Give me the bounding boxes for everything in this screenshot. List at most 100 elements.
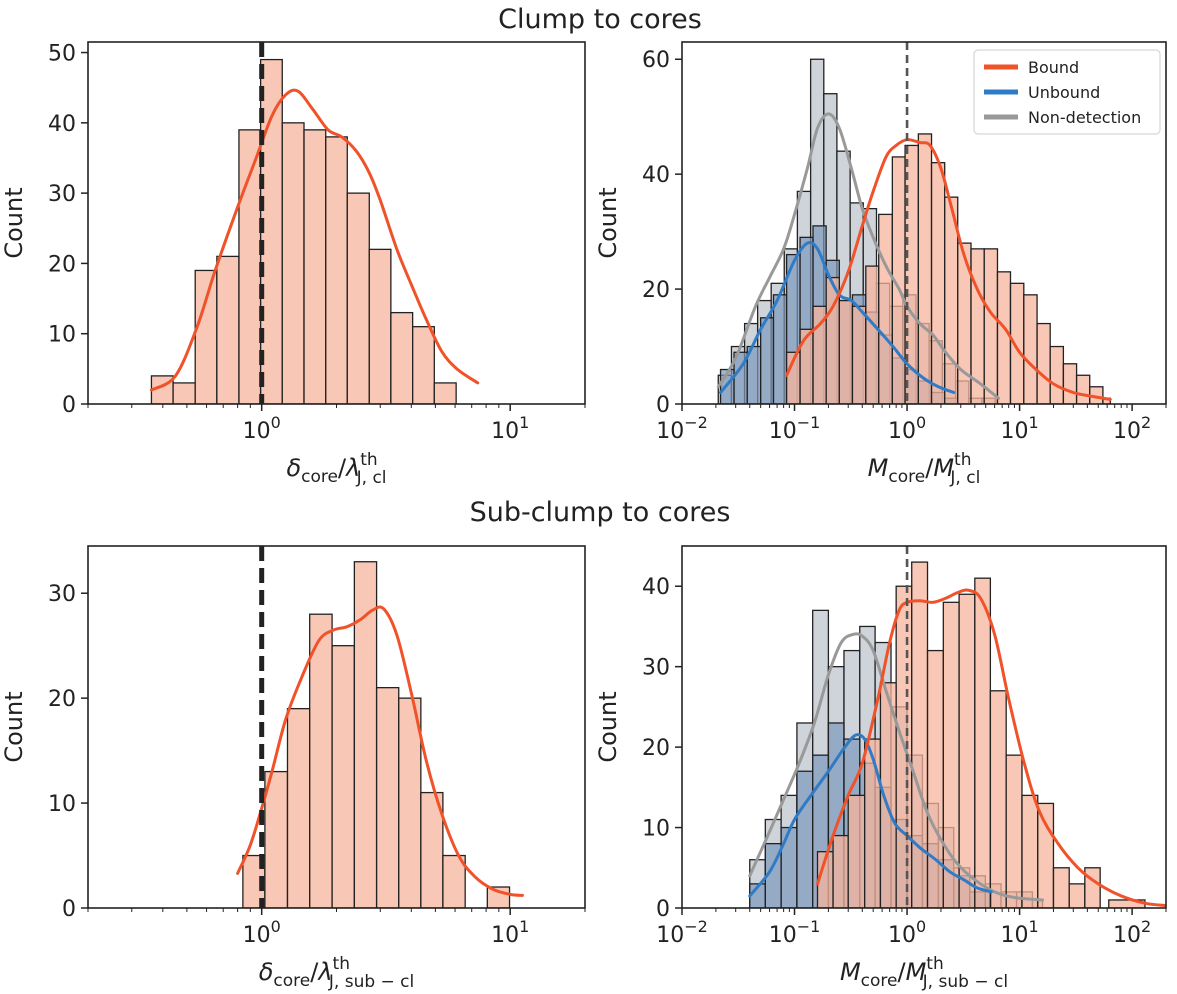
bar-bound bbox=[172, 382, 196, 404]
bar-bound bbox=[375, 687, 400, 908]
y-axis-label: Count bbox=[594, 691, 622, 762]
x-label-symbol2: M bbox=[906, 958, 927, 986]
x-tick-label: 100 bbox=[243, 917, 281, 948]
axes-frame bbox=[681, 41, 1167, 405]
y-tick-label: 0 bbox=[656, 393, 670, 418]
bar-bound bbox=[926, 649, 944, 908]
kde-line-bound bbox=[149, 88, 480, 392]
x-label-sep: / bbox=[310, 958, 319, 986]
y-tick-label: 60 bbox=[642, 48, 670, 73]
x-tick-label: 102 bbox=[1113, 413, 1151, 444]
bar-bound bbox=[368, 248, 392, 404]
y-tick-label: 20 bbox=[48, 687, 76, 712]
bar-bound bbox=[216, 255, 240, 404]
x-tick-exponent: 0 bbox=[916, 413, 926, 432]
bar-bound bbox=[865, 265, 880, 404]
y-tick-label: 20 bbox=[642, 278, 670, 303]
x-axis-label: δcore/λth J, sub − cl bbox=[259, 954, 415, 992]
bar-unbound bbox=[796, 770, 814, 908]
x-tick-exponent: 0 bbox=[271, 917, 281, 936]
bar-bound bbox=[194, 269, 218, 404]
x-tick-label: 100 bbox=[243, 413, 281, 444]
bar-bound bbox=[1049, 345, 1065, 404]
x-tick-label: 100 bbox=[888, 413, 926, 444]
suptitle-bottom: Sub-clump to cores bbox=[470, 497, 731, 528]
y-axis-label: Count bbox=[0, 691, 28, 762]
x-label-sep: / bbox=[897, 958, 906, 986]
y-tick-label: 0 bbox=[62, 897, 76, 922]
x-tick-mantissa: 10 bbox=[1000, 419, 1028, 444]
x-tick-exponent: 0 bbox=[916, 917, 926, 936]
x-tick-mantissa: 10 bbox=[656, 419, 684, 444]
plot-area bbox=[748, 561, 1166, 908]
x-label-symbol: M bbox=[868, 454, 889, 482]
kde-line-bound bbox=[816, 588, 1166, 908]
suptitle-top: Clump to cores bbox=[498, 4, 702, 35]
bar-unbound bbox=[772, 294, 788, 404]
x-label-sep: / bbox=[925, 454, 934, 482]
bar-bound bbox=[851, 305, 867, 404]
kde-line-non-detection bbox=[748, 632, 1045, 902]
x-label-sup: th bbox=[954, 450, 971, 470]
bar-bound bbox=[1084, 867, 1101, 908]
y-tick-label: 10 bbox=[642, 817, 670, 842]
legend: Bound Unbound Non-detection bbox=[973, 49, 1161, 135]
bar-bound bbox=[989, 690, 1007, 908]
x-label-sep: / bbox=[338, 454, 347, 482]
x-tick-mantissa: 10 bbox=[888, 923, 916, 948]
bar-bound bbox=[442, 854, 466, 908]
x-tick-mantissa: 10 bbox=[491, 923, 519, 948]
x-tick-mantissa: 10 bbox=[1000, 923, 1028, 948]
kde-line-non-detection bbox=[716, 112, 1001, 400]
bar-bound bbox=[264, 770, 289, 908]
y-tick-label: 20 bbox=[642, 736, 670, 761]
bar-bound bbox=[847, 794, 866, 908]
x-tick-exponent: −1 bbox=[797, 917, 821, 936]
bar-bound bbox=[1005, 754, 1023, 908]
y-tick-label: 40 bbox=[48, 112, 76, 137]
x-tick-label: 101 bbox=[491, 917, 529, 948]
x-tick-exponent: 1 bbox=[1028, 917, 1038, 936]
bar-bound bbox=[930, 162, 946, 404]
bar-unbound bbox=[780, 826, 798, 908]
x-label-sub2: J, cl bbox=[356, 468, 387, 488]
bar-bound bbox=[331, 645, 356, 908]
bar-bound bbox=[390, 311, 414, 404]
legend-label-non-detection: Non-detection bbox=[1028, 108, 1141, 127]
x-tick-label: 10−1 bbox=[769, 413, 821, 444]
y-axis-label: Count bbox=[594, 187, 622, 258]
bar-bound bbox=[838, 299, 854, 404]
x-label-sub: core bbox=[861, 971, 898, 991]
bar-bound bbox=[1023, 294, 1038, 404]
x-tick-label: 10−1 bbox=[769, 917, 821, 948]
x-tick-exponent: −1 bbox=[797, 413, 821, 432]
bar-unbound bbox=[760, 317, 775, 404]
bar-bound bbox=[864, 738, 882, 908]
plot-area bbox=[149, 58, 480, 404]
bar-bound bbox=[420, 791, 444, 908]
bar-bound bbox=[917, 133, 933, 404]
x-label-sub: core bbox=[301, 467, 338, 487]
bar-bound bbox=[832, 834, 849, 908]
bar-bound bbox=[325, 136, 348, 404]
bar-bound bbox=[309, 613, 333, 908]
x-label-symbol2: λ bbox=[316, 958, 332, 986]
y-tick-label: 0 bbox=[656, 897, 670, 922]
bar-bound bbox=[1037, 802, 1055, 908]
kde-line-bound bbox=[236, 605, 524, 897]
x-label-symbol: δ bbox=[259, 958, 274, 986]
x-tick-mantissa: 10 bbox=[491, 419, 519, 444]
series-bound-bars bbox=[242, 561, 511, 908]
bar-bound bbox=[974, 577, 992, 908]
x-axis-label: δcore/λth J, cl bbox=[286, 450, 386, 488]
bar-bound bbox=[411, 326, 435, 404]
x-label-symbol2: λ bbox=[344, 454, 360, 482]
bar-bound bbox=[1052, 867, 1070, 908]
x-tick-exponent: −2 bbox=[684, 413, 708, 432]
x-tick-label: 101 bbox=[1000, 917, 1038, 948]
x-tick-label: 10−2 bbox=[656, 413, 708, 444]
x-label-symbol: M bbox=[840, 958, 861, 986]
x-axis-label: Mcore/Mth J, cl bbox=[868, 450, 981, 488]
kde-line-unbound bbox=[748, 733, 993, 898]
